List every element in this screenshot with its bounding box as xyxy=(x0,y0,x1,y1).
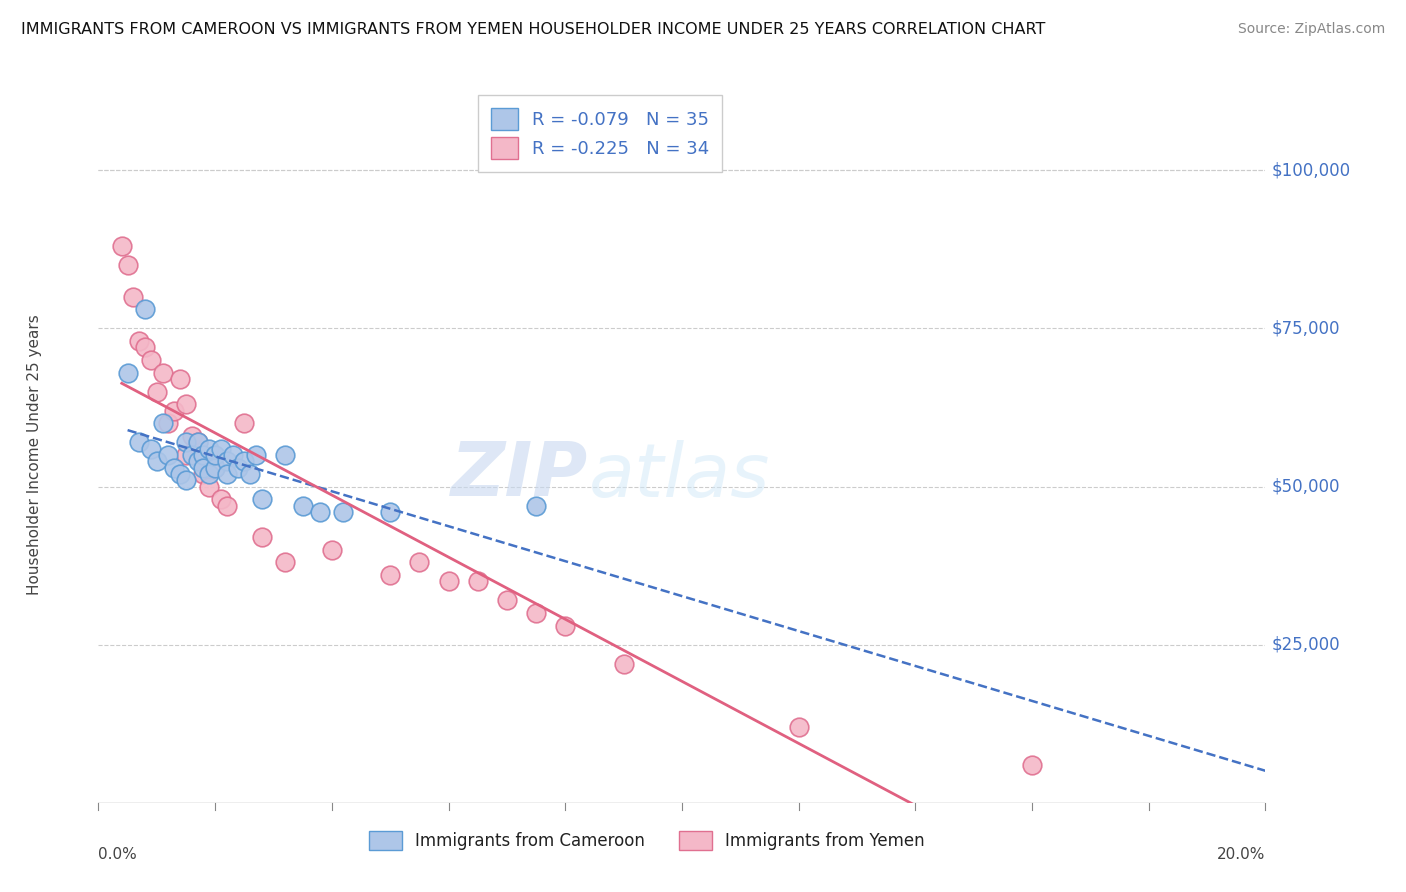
Text: $50,000: $50,000 xyxy=(1271,477,1340,496)
Point xyxy=(245,448,267,462)
Point xyxy=(250,530,273,544)
Point xyxy=(163,403,186,417)
Point xyxy=(174,435,197,450)
Point xyxy=(180,448,202,462)
Text: Householder Income Under 25 years: Householder Income Under 25 years xyxy=(27,315,42,595)
Point xyxy=(274,448,297,462)
Point xyxy=(215,499,238,513)
Point xyxy=(117,258,139,272)
Point xyxy=(204,460,226,475)
Point xyxy=(174,448,197,462)
Text: atlas: atlas xyxy=(589,440,770,512)
Point xyxy=(221,448,243,462)
Point xyxy=(204,460,226,475)
Text: Source: ZipAtlas.com: Source: ZipAtlas.com xyxy=(1237,22,1385,37)
Point xyxy=(187,435,209,450)
Point xyxy=(111,239,134,253)
Point xyxy=(139,442,162,456)
Point xyxy=(193,460,215,475)
Point xyxy=(321,542,343,557)
Point xyxy=(215,467,238,481)
Text: $25,000: $25,000 xyxy=(1271,636,1340,654)
Point xyxy=(128,435,150,450)
Point xyxy=(496,593,519,607)
Point xyxy=(408,556,430,570)
Point xyxy=(274,556,297,570)
Point xyxy=(198,442,221,456)
Point xyxy=(612,657,634,671)
Point xyxy=(239,467,262,481)
Point xyxy=(117,366,139,380)
Point xyxy=(309,505,332,519)
Point xyxy=(187,454,209,468)
Text: 20.0%: 20.0% xyxy=(1218,847,1265,862)
Point xyxy=(134,302,156,317)
Point xyxy=(209,442,232,456)
Text: $75,000: $75,000 xyxy=(1271,319,1340,337)
Point xyxy=(524,499,547,513)
Point xyxy=(467,574,489,589)
Point xyxy=(180,429,202,443)
Text: IMMIGRANTS FROM CAMEROON VS IMMIGRANTS FROM YEMEN HOUSEHOLDER INCOME UNDER 25 YE: IMMIGRANTS FROM CAMEROON VS IMMIGRANTS F… xyxy=(21,22,1046,37)
Point xyxy=(332,505,354,519)
Point xyxy=(169,372,191,386)
Point xyxy=(157,448,180,462)
Point xyxy=(1021,757,1043,772)
Text: ZIP: ZIP xyxy=(451,439,589,512)
Point xyxy=(250,492,273,507)
Legend: Immigrants from Cameroon, Immigrants from Yemen: Immigrants from Cameroon, Immigrants fro… xyxy=(363,824,932,857)
Point xyxy=(157,417,180,431)
Point xyxy=(209,492,232,507)
Point xyxy=(198,467,221,481)
Point xyxy=(204,448,226,462)
Point xyxy=(233,417,256,431)
Text: 0.0%: 0.0% xyxy=(98,847,138,862)
Point xyxy=(152,417,174,431)
Point xyxy=(163,460,186,475)
Point xyxy=(554,618,576,632)
Point xyxy=(193,448,215,462)
Point xyxy=(128,334,150,348)
Point xyxy=(152,366,174,380)
Point xyxy=(215,454,238,468)
Point xyxy=(787,720,810,734)
Point xyxy=(187,435,209,450)
Point xyxy=(233,454,256,468)
Point xyxy=(198,479,221,493)
Point xyxy=(146,384,169,399)
Point xyxy=(524,606,547,620)
Point xyxy=(122,290,145,304)
Point xyxy=(146,454,169,468)
Point xyxy=(193,467,215,481)
Text: $100,000: $100,000 xyxy=(1271,161,1350,179)
Point xyxy=(134,340,156,354)
Point xyxy=(380,568,402,582)
Point xyxy=(174,473,197,487)
Point xyxy=(437,574,460,589)
Point xyxy=(174,397,197,411)
Point xyxy=(291,499,314,513)
Point xyxy=(139,353,162,368)
Point xyxy=(228,460,250,475)
Point xyxy=(380,505,402,519)
Point xyxy=(169,467,191,481)
